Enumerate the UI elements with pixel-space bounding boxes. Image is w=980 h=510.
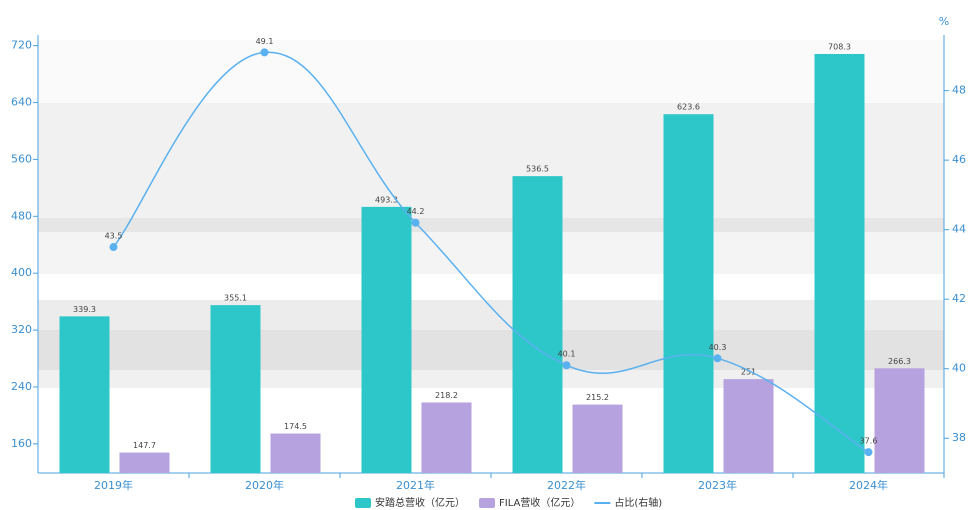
band (38, 370, 944, 388)
background-bands (38, 40, 944, 388)
value-label: 44.2 (407, 207, 425, 216)
legend-swatch (479, 498, 495, 508)
y-tick-label: 560 (11, 152, 32, 165)
band (38, 40, 944, 103)
x-tick-label: 2023年 (698, 478, 737, 492)
y-tick-label: 160 (11, 437, 32, 450)
bar (361, 206, 412, 473)
y-tick-label: 400 (11, 266, 32, 279)
y-tick-label: 720 (11, 39, 32, 52)
y-tick-label: 480 (11, 209, 32, 222)
value-label: 339.3 (73, 305, 96, 314)
value-label: 355.1 (224, 294, 247, 303)
band (38, 218, 944, 232)
value-label: 40.3 (709, 343, 727, 352)
bar (723, 379, 774, 473)
x-tick-label: 2024年 (849, 478, 888, 492)
line (112, 51, 869, 453)
bar (210, 305, 261, 473)
value-label: 266.3 (888, 357, 911, 366)
y2-tick-label: 44 (952, 223, 966, 236)
legend-swatch (355, 498, 371, 508)
y2-unit: % (939, 15, 949, 28)
point (260, 48, 269, 57)
bar (270, 433, 321, 473)
x-tick-label: 2019年 (94, 478, 133, 492)
point (562, 361, 571, 370)
value-label: 43.5 (105, 232, 123, 241)
value-label: 40.1 (558, 350, 576, 359)
value-label: 536.5 (526, 165, 549, 174)
bar (814, 53, 865, 473)
x-tick-label: 2020年 (245, 478, 284, 492)
value-label: 49.1 (256, 37, 274, 46)
y-tick-label: 320 (11, 323, 32, 336)
x-tick-label: 2022年 (547, 478, 586, 492)
point (109, 243, 118, 252)
value-label: 218.2 (435, 391, 458, 400)
bar (874, 368, 925, 473)
value-label: 493.3 (375, 195, 398, 204)
y2-tick-label: 48 (952, 84, 966, 97)
bar (572, 404, 623, 473)
value-label: 251 (741, 368, 756, 377)
band (38, 330, 944, 370)
point (411, 218, 420, 227)
value-label: 147.7 (133, 441, 156, 450)
value-label: 623.6 (677, 103, 700, 112)
band (38, 103, 944, 218)
y-tick-label: 240 (11, 380, 32, 393)
y2-tick-label: 42 (952, 292, 966, 305)
y2-tick-label: 38 (952, 431, 966, 444)
y2-tick-label: 40 (952, 362, 966, 375)
legend-label: 安踏总营收（亿元） (375, 496, 465, 509)
value-label: 174.5 (284, 422, 307, 431)
value-label: 708.3 (828, 42, 851, 51)
y2-tick-label: 46 (952, 153, 966, 166)
y-tick-label: 640 (11, 96, 32, 109)
value-label: 215.2 (586, 393, 609, 402)
bar (421, 402, 472, 473)
band (38, 232, 944, 274)
value-label: 37.6 (860, 437, 878, 446)
bar (59, 316, 110, 473)
legend-label: 占比(右轴) (614, 496, 662, 509)
x-tick-label: 2021年 (396, 478, 435, 492)
legend-label: FILA营收（亿元） (499, 496, 580, 509)
point (713, 354, 722, 363)
band (38, 300, 944, 330)
point (864, 448, 873, 457)
bar (512, 176, 563, 473)
bar (119, 452, 170, 473)
bar (663, 114, 714, 473)
